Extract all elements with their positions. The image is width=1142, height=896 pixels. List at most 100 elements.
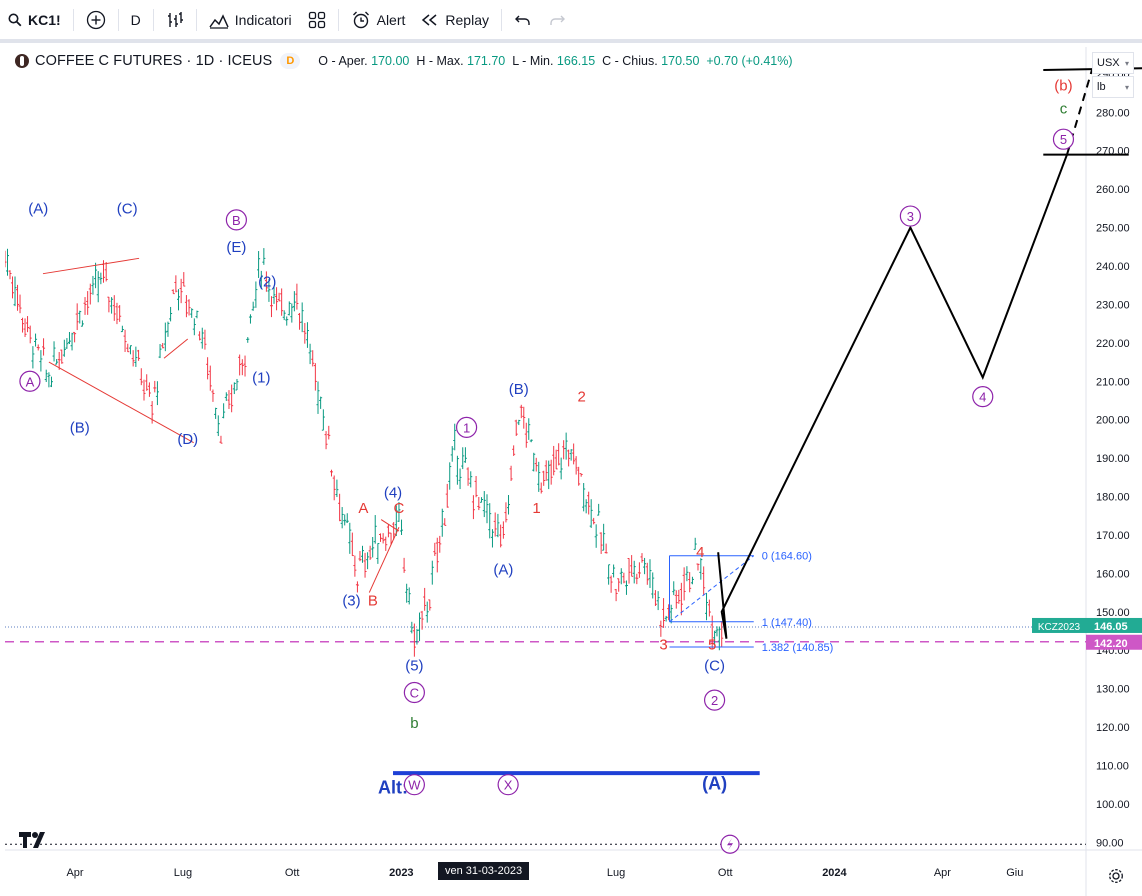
price-tick-label: 200.00: [1096, 415, 1130, 427]
wave-label: Alt:: [378, 778, 408, 798]
wave-label-circle: [225, 209, 247, 231]
legend-change-value: +0.70 (+0.41%): [706, 54, 793, 68]
undo-icon: [515, 15, 530, 25]
wave-label: (3): [342, 592, 360, 609]
price-tick-label: 260.00: [1096, 184, 1130, 196]
time-tick-label: Apr: [934, 867, 951, 879]
interval-button[interactable]: D: [123, 0, 149, 41]
wave-label: 2: [711, 693, 718, 708]
price-tick-label: 240.00: [1096, 261, 1130, 273]
wave-label-circle: [703, 689, 726, 711]
wave-label: W: [408, 778, 421, 793]
wave-label-circle: [455, 416, 478, 438]
price-tick-label: 220.00: [1096, 338, 1130, 350]
wave-label: 3: [659, 636, 667, 653]
unit-select[interactable]: lb ▾: [1092, 76, 1134, 98]
chevron-down-icon: ▾: [1124, 82, 1129, 92]
wave-label: C: [394, 500, 405, 517]
wave-label: (B): [509, 381, 529, 398]
wave-label-circle: [1052, 128, 1075, 150]
legend-badge: D: [280, 53, 301, 69]
currency-select[interactable]: USX ▾: [1092, 52, 1134, 74]
alert-button[interactable]: Alert: [343, 0, 414, 41]
fib-level-label: 1 (147.40): [762, 617, 812, 629]
wave-label: (5): [405, 658, 423, 675]
price-chart[interactable]: 2 90.00 280.00 270.00 260.00 250.00 240.00 230.…: [5, 47, 1142, 896]
wave-label: (E): [226, 239, 246, 256]
wave-label: C: [410, 685, 419, 700]
wave-label: A: [358, 500, 368, 517]
settings-gear-icon[interactable]: [1108, 868, 1124, 884]
lightning-icon: [727, 838, 734, 851]
chart-area[interactable]: 2 90.00 280.00 270.00 260.00 250.00 240.00 230.…: [5, 47, 1142, 896]
symbol-price-tag-bg: [1032, 617, 1086, 633]
trend-line[interactable]: [42, 257, 140, 275]
currency-label: USX: [1097, 57, 1120, 69]
wave-label-circle: [403, 774, 425, 796]
wave-label: X: [504, 778, 513, 793]
top-toolbar: KC1! D Indicatori Alert Replay: [0, 0, 1142, 43]
symbol-label: KC1!: [28, 11, 61, 28]
wave-label: 4: [979, 390, 986, 405]
wave-label: (4): [384, 485, 402, 502]
trend-line[interactable]: [163, 338, 189, 359]
time-tick-label: Giu: [1006, 867, 1023, 879]
fib-level-label: 0 (164.60): [762, 551, 812, 563]
price-tick-label: 90.00: [1096, 837, 1124, 849]
time-tick-label: Lug: [174, 867, 192, 879]
time-tick-label: 2023: [389, 867, 413, 879]
time-tick-label: Ott: [285, 867, 300, 879]
indicators-button[interactable]: Indicatori: [201, 0, 300, 41]
legend-high-label: H - Max.: [416, 54, 464, 68]
trend-line[interactable]: [368, 527, 400, 593]
legend-open-value: 170.00: [371, 54, 410, 68]
wave-label: (2): [258, 273, 276, 290]
toolbar-divider: [337, 8, 339, 31]
chart-type-button[interactable]: [158, 0, 192, 41]
toolbar-divider: [72, 8, 74, 31]
wave-label: B: [232, 213, 241, 228]
wave-label: A: [26, 374, 35, 389]
wave-label: (D): [177, 431, 198, 448]
price-tick-label: 160.00: [1096, 568, 1130, 580]
layouts-button[interactable]: [300, 0, 334, 41]
trend-line[interactable]: [48, 361, 194, 444]
trend-line[interactable]: [380, 519, 400, 532]
redo-button[interactable]: [540, 0, 574, 41]
tradingview-logo[interactable]: [19, 831, 49, 854]
price-tick-label: 120.00: [1096, 722, 1130, 734]
wave-label-circle: [899, 205, 921, 227]
alert-price-tag-bg: [1086, 634, 1142, 650]
projection-path[interactable]: [717, 154, 1068, 639]
coffee-logo-icon: [15, 54, 29, 68]
alert-label: Alert: [376, 11, 406, 28]
wave-label: c: [1060, 100, 1068, 117]
wave-label-circle: [497, 774, 519, 796]
legend-open-label: O - Aper.: [318, 54, 368, 68]
time-tick-label: 2024: [822, 867, 847, 879]
symbol-search-button[interactable]: KC1!: [0, 0, 69, 41]
time-tick-label: Apr: [66, 867, 83, 879]
wave-label: (1): [252, 369, 270, 386]
compare-button[interactable]: [78, 0, 114, 41]
time-tick-label: Ott: [718, 867, 733, 879]
wave-label: (A): [493, 562, 513, 579]
legend-ohlc: O - Aper. 170.00 H - Max. 171.70 L - Min…: [318, 54, 792, 68]
wave-label: (C): [704, 658, 725, 675]
indicators-icon: [209, 13, 229, 29]
legend-low-value: 166.15: [556, 54, 596, 68]
wave-label: (b): [1054, 77, 1072, 94]
redo-icon: [550, 15, 565, 25]
fib-level-label: 1.382 (140.85): [762, 642, 834, 654]
price-tick-label: 150.00: [1096, 607, 1130, 619]
wave-label-circle: [972, 386, 994, 408]
wave-label: 1: [463, 420, 470, 435]
wave-label: 1: [532, 500, 540, 517]
wave-label: 4: [696, 544, 704, 561]
wave-label: 3: [907, 209, 914, 224]
chart-legend: COFFEE C FUTURES · 1D · ICEUS D O - Aper…: [15, 53, 793, 69]
toolbar-divider: [152, 8, 154, 31]
last-price-tag-bg: [1086, 617, 1142, 633]
undo-button[interactable]: [506, 0, 540, 41]
replay-button[interactable]: Replay: [413, 0, 497, 41]
